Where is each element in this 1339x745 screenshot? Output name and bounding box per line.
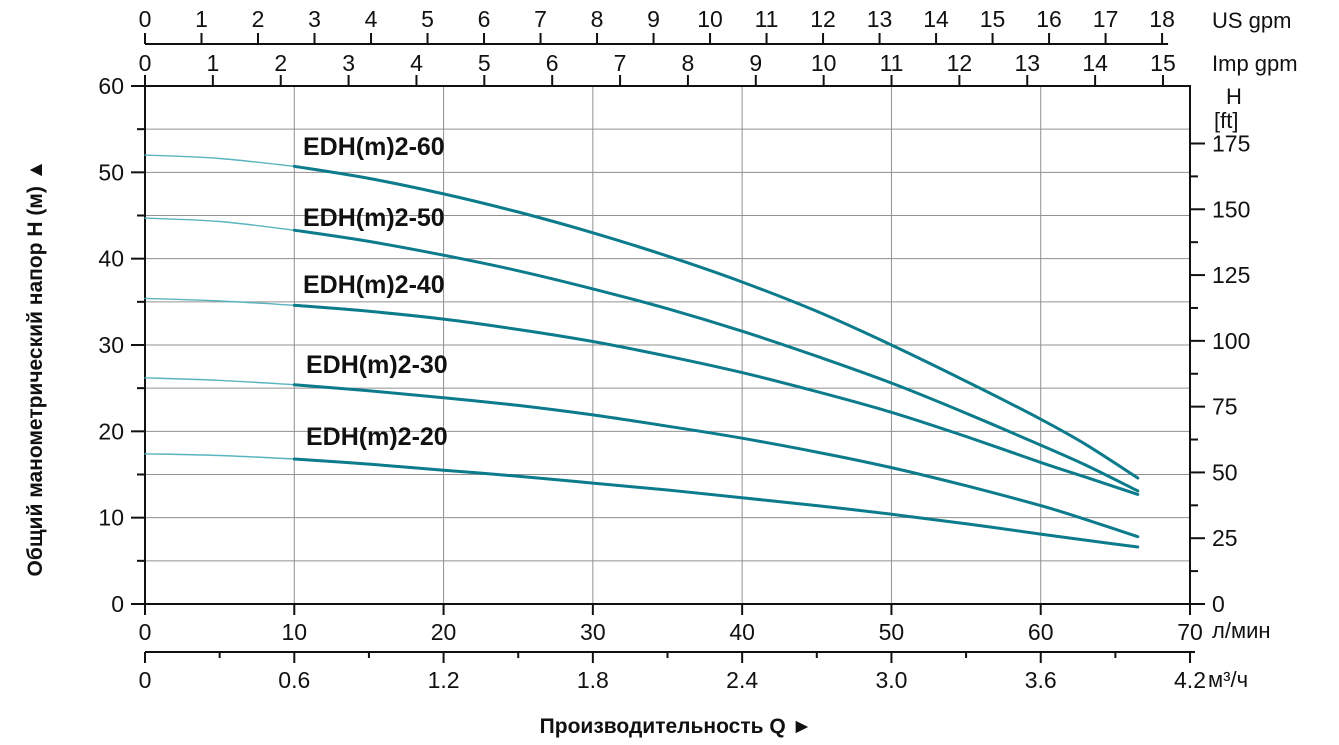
head-m-tick-label: 40	[98, 246, 124, 272]
imp-gpm-tick-label: 12	[947, 50, 973, 76]
head-m-tick-label: 30	[98, 332, 124, 358]
curve-label-edhm2-50: EDH(m)2-50	[303, 204, 445, 232]
head-ft-tick-label: 75	[1212, 394, 1238, 420]
us-gpm-tick-label: 11	[755, 6, 779, 32]
us-gpm-tick-label: 6	[478, 6, 491, 32]
lpm-tick-label: 70	[1177, 619, 1203, 645]
lpm-tick-label: 30	[580, 619, 606, 645]
curve-label-edhm2-30: EDH(m)2-30	[306, 351, 448, 379]
us-gpm-tick-label: 8	[591, 6, 604, 32]
imp-gpm-tick-label: 9	[749, 50, 762, 76]
head-m-tick-label: 50	[98, 159, 124, 185]
us-gpm-tick-label: 14	[923, 6, 949, 32]
pump-curve-thin-segment	[144, 377, 295, 386]
us-gpm-tick-label: 0	[139, 6, 152, 32]
head-ft-tick-label: 100	[1212, 328, 1250, 354]
head-m-tick-label: 60	[98, 73, 124, 99]
curve-label-edhm2-20: EDH(m)2-20	[306, 423, 448, 451]
pump-curve	[292, 457, 1140, 549]
head-m-tick-label: 0	[111, 591, 124, 617]
pump-curve	[292, 383, 1140, 539]
us-gpm-tick-label: 5	[421, 6, 434, 32]
x-axis-title: Производительность Q ►	[539, 715, 813, 738]
m3h-tick-label: 4.2	[1174, 667, 1206, 693]
lpm-tick-label: 0	[139, 619, 152, 645]
imp-gpm-tick-label: 5	[478, 50, 491, 76]
us-gpm-tick-label: 2	[252, 6, 265, 32]
pump-curve-thin-segment	[144, 154, 295, 167]
m3h-tick-label: 1.2	[428, 667, 460, 693]
head-m-tick-label: 10	[98, 505, 124, 531]
curve-label-edhm2-40: EDH(m)2-40	[303, 271, 445, 299]
lpm-tick-label: 50	[879, 619, 905, 645]
m3h-tick-label: 2.4	[726, 667, 758, 693]
us-gpm-tick-label: 17	[1093, 6, 1119, 32]
lpm-tick-label: 40	[729, 619, 755, 645]
pump-curve-thin-segment	[144, 217, 295, 231]
lpm-tick-label: 60	[1028, 619, 1054, 645]
m3h-tick-label: 0	[139, 667, 152, 693]
imp-gpm-tick-label: 10	[811, 50, 837, 76]
us-gpm-tick-label: 12	[810, 6, 836, 32]
y-axis-title: Общий манометрический напор H (м) ▲	[24, 159, 47, 577]
imp-gpm-tick-label: 6	[546, 50, 559, 76]
us-gpm-tick-label: 15	[980, 6, 1006, 32]
pump-curve-thin-segment	[144, 453, 295, 460]
head-ft-tick-label: 175	[1212, 130, 1250, 156]
pump-curve	[292, 303, 1140, 496]
imp-gpm-tick-label: 4	[410, 50, 423, 76]
us-gpm-tick-label: 7	[534, 6, 547, 32]
pump-curve	[292, 164, 1140, 480]
us-gpm-tick-label: 18	[1149, 6, 1175, 32]
m3h-tick-label: 0.6	[278, 667, 310, 693]
imp-gpm-tick-label: 13	[1014, 50, 1040, 76]
us-gpm-tick-label: 16	[1036, 6, 1062, 32]
imp-gpm-tick-label: 14	[1082, 50, 1108, 76]
head-ft-tick-label: 125	[1212, 262, 1250, 288]
m3h-tick-label: 1.8	[577, 667, 609, 693]
us-gpm-unit-label: US gpm	[1212, 8, 1292, 33]
head-ft-tick-label: 25	[1212, 525, 1238, 551]
m3h-tick-label: 3.6	[1025, 667, 1057, 693]
lpm-tick-label: 10	[281, 619, 307, 645]
imp-gpm-tick-label: 3	[342, 50, 355, 76]
head-ft-unit-label-ft: [ft]	[1214, 108, 1239, 133]
imp-gpm-tick-label: 15	[1150, 50, 1176, 76]
us-gpm-tick-label: 9	[647, 6, 660, 32]
m3h-unit-label: м³/ч	[1208, 667, 1249, 692]
us-gpm-tick-label: 3	[308, 6, 321, 32]
pump-curve	[292, 228, 1140, 493]
m3h-tick-label: 3.0	[875, 667, 907, 693]
head-m-tick-label: 20	[98, 418, 124, 444]
curve-label-edhm2-60: EDH(m)2-60	[303, 133, 445, 161]
pump-curve-thin-segment	[144, 297, 295, 306]
us-gpm-tick-label: 13	[867, 6, 893, 32]
imp-gpm-tick-label: 2	[274, 50, 287, 76]
us-gpm-tick-label: 10	[697, 6, 723, 32]
us-gpm-tick-label: 1	[195, 6, 208, 32]
imp-gpm-unit-label: Imp gpm	[1212, 51, 1298, 76]
imp-gpm-tick-label: 7	[614, 50, 627, 76]
imp-gpm-tick-label: 1	[206, 50, 219, 76]
head-ft-tick-label: 0	[1212, 591, 1225, 617]
lpm-unit-label: л/мин	[1212, 618, 1271, 643]
imp-gpm-tick-label: 0	[139, 50, 152, 76]
head-ft-unit-label-h: H	[1226, 84, 1242, 109]
us-gpm-tick-label: 4	[365, 6, 378, 32]
head-ft-tick-label: 150	[1212, 196, 1250, 222]
lpm-tick-label: 20	[431, 619, 457, 645]
imp-gpm-tick-label: 11	[880, 50, 904, 76]
imp-gpm-tick-label: 8	[682, 50, 695, 76]
head-ft-tick-label: 50	[1212, 459, 1238, 485]
